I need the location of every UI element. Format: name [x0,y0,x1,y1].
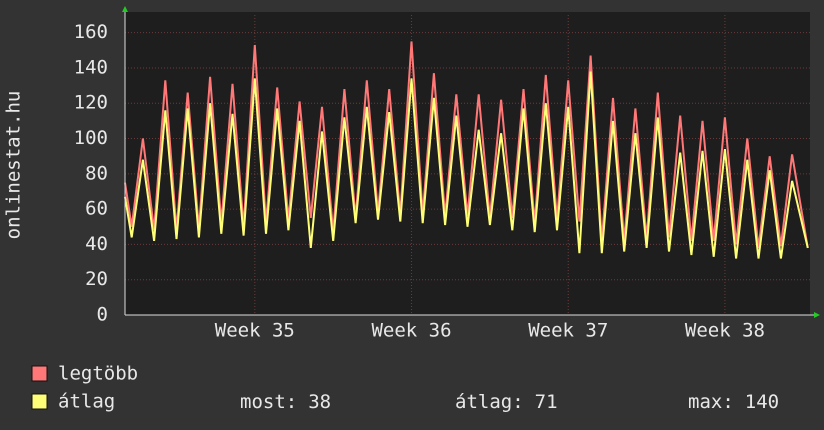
x-tick-label: Week 37 [528,320,608,342]
legend-label: legtöbb [58,363,138,385]
legend-swatch [31,393,48,410]
stat: max: 140 [688,391,779,413]
y-tick-label: 140 [74,56,108,78]
stat-value: 140 [745,391,779,413]
y-axis-title: onlinestat.hu [3,91,25,240]
y-tick-label: 80 [85,162,108,184]
stat-label: max: [688,391,734,413]
x-tick-label: Week 35 [215,320,295,342]
arrow [122,6,128,12]
y-tick-label: 120 [74,92,108,114]
series-line [124,41,809,249]
y-tick-label: 20 [85,268,108,290]
legend: legtöbb átlag most: 38 átlag: 71 max: 140 [31,363,779,413]
y-tick-label: 40 [85,233,108,255]
stat: most: 38 [240,391,331,413]
legend-label: átlag [58,391,115,413]
stat-value: 71 [535,391,558,413]
y-tick-label: 160 [74,21,108,43]
y-tick-label: 100 [74,127,108,149]
legend-swatch [31,365,48,382]
arrow [814,312,820,318]
series-line [124,71,809,259]
stat-label: most: [240,391,297,413]
y-tick-label: 0 [97,304,108,326]
stat-label: átlag: [455,391,524,413]
x-tick-label: Week 36 [371,320,451,342]
x-tick-label: Week 38 [685,320,765,342]
y-tick-label: 60 [85,198,108,220]
stat: átlag: 71 [455,391,558,413]
lines [124,41,809,259]
stat-value: 38 [308,391,331,413]
